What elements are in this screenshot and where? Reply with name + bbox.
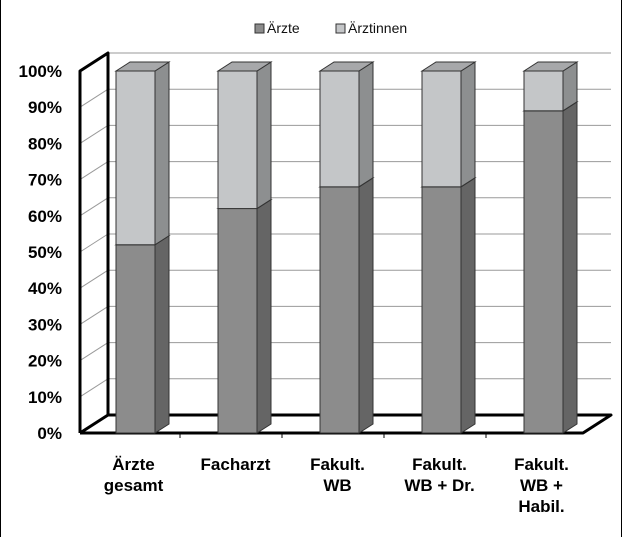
y-tick-label: 10% <box>28 388 62 407</box>
left-wall <box>78 51 110 433</box>
category-label: Fakult. WB <box>310 455 365 495</box>
legend-label: Ärzte <box>267 20 300 36</box>
category-label-line: Fakult. <box>310 455 365 474</box>
gridline-side <box>79 124 109 144</box>
bar-segment-aerzte <box>319 186 360 434</box>
category-label: Ärzte gesamt <box>104 455 164 495</box>
legend-swatch <box>335 23 346 34</box>
bar-side <box>460 176 476 434</box>
y-tick-labels: 0% 10% 20% 30% 40% 50% 60% 70% 80% 90% 100% <box>19 62 62 443</box>
category-label-line: Fakult. <box>514 455 569 474</box>
frame-left-border <box>0 0 1 537</box>
category-label-line: WB <box>323 476 351 495</box>
bar-segment-aerztinnen <box>115 70 156 246</box>
bar-top <box>420 61 477 72</box>
gridline-side <box>79 197 109 217</box>
bar-side <box>154 61 170 246</box>
bar-segment-aerztinnen <box>523 70 564 112</box>
y-tick-label: 50% <box>28 243 62 262</box>
bar-side <box>256 198 272 434</box>
y-tick-label: 40% <box>28 279 62 298</box>
bar-segment-aerztinnen <box>217 70 258 210</box>
y-tick-label: 100% <box>19 62 62 81</box>
gridline-side <box>79 233 109 253</box>
category-label: Fakult. WB + Habil. <box>514 455 569 516</box>
y-tick-label: 60% <box>28 207 62 226</box>
gridline-side <box>79 342 109 362</box>
bar-side <box>358 176 374 434</box>
category-label: Fakult. WB + Dr. <box>404 455 474 495</box>
category-label-line: Facharzt <box>201 455 271 474</box>
bar-segment-aerztinnen <box>421 70 462 188</box>
y-tick-label: 20% <box>28 352 62 371</box>
bar-top <box>522 61 579 72</box>
bar-side <box>460 61 476 188</box>
category-label-line: WB + <box>520 476 563 495</box>
legend: Ärzte Ärztinnen <box>254 20 407 36</box>
legend-swatch <box>254 23 265 34</box>
y-tick-label: 90% <box>28 98 62 117</box>
category-label-line: Fakult. <box>412 455 467 474</box>
bar-top <box>114 61 171 72</box>
bar-segment-aerztinnen <box>319 70 360 188</box>
frame-right-border <box>621 0 622 537</box>
axes <box>78 51 613 438</box>
gridline-side <box>79 88 109 108</box>
legend-label: Ärztinnen <box>348 20 407 36</box>
category-label-line: gesamt <box>104 476 164 495</box>
y-tick-label: 0% <box>37 424 62 443</box>
y-tick-label: 80% <box>28 134 62 153</box>
bar-side <box>562 100 578 434</box>
x-category-labels: Ärzte gesamt Facharzt Fakult. WB Fakult. WB + … <box>104 455 569 516</box>
gridline-side <box>79 161 109 181</box>
category-label-line: Ärzte <box>112 455 155 474</box>
y-tick-label: 30% <box>28 315 62 334</box>
y-tick-label: 70% <box>28 171 62 190</box>
bars <box>114 61 579 434</box>
gridline-side <box>79 305 109 325</box>
category-label: Facharzt <box>201 455 271 474</box>
category-label-line: WB + Dr. <box>404 476 474 495</box>
bar-segment-aerzte <box>115 244 156 434</box>
floor <box>79 413 613 435</box>
bar-segment-aerzte <box>523 110 564 434</box>
bar-side <box>358 61 374 188</box>
category-label-line: Habil. <box>518 497 564 516</box>
bar-segment-aerzte <box>421 186 462 434</box>
bar-side <box>154 234 170 434</box>
gridline-side <box>79 378 109 398</box>
bar-top <box>216 61 273 72</box>
bar-top <box>318 61 375 72</box>
bar-segment-aerzte <box>217 208 258 434</box>
bar-side <box>256 61 272 210</box>
gridline-side <box>79 269 109 289</box>
